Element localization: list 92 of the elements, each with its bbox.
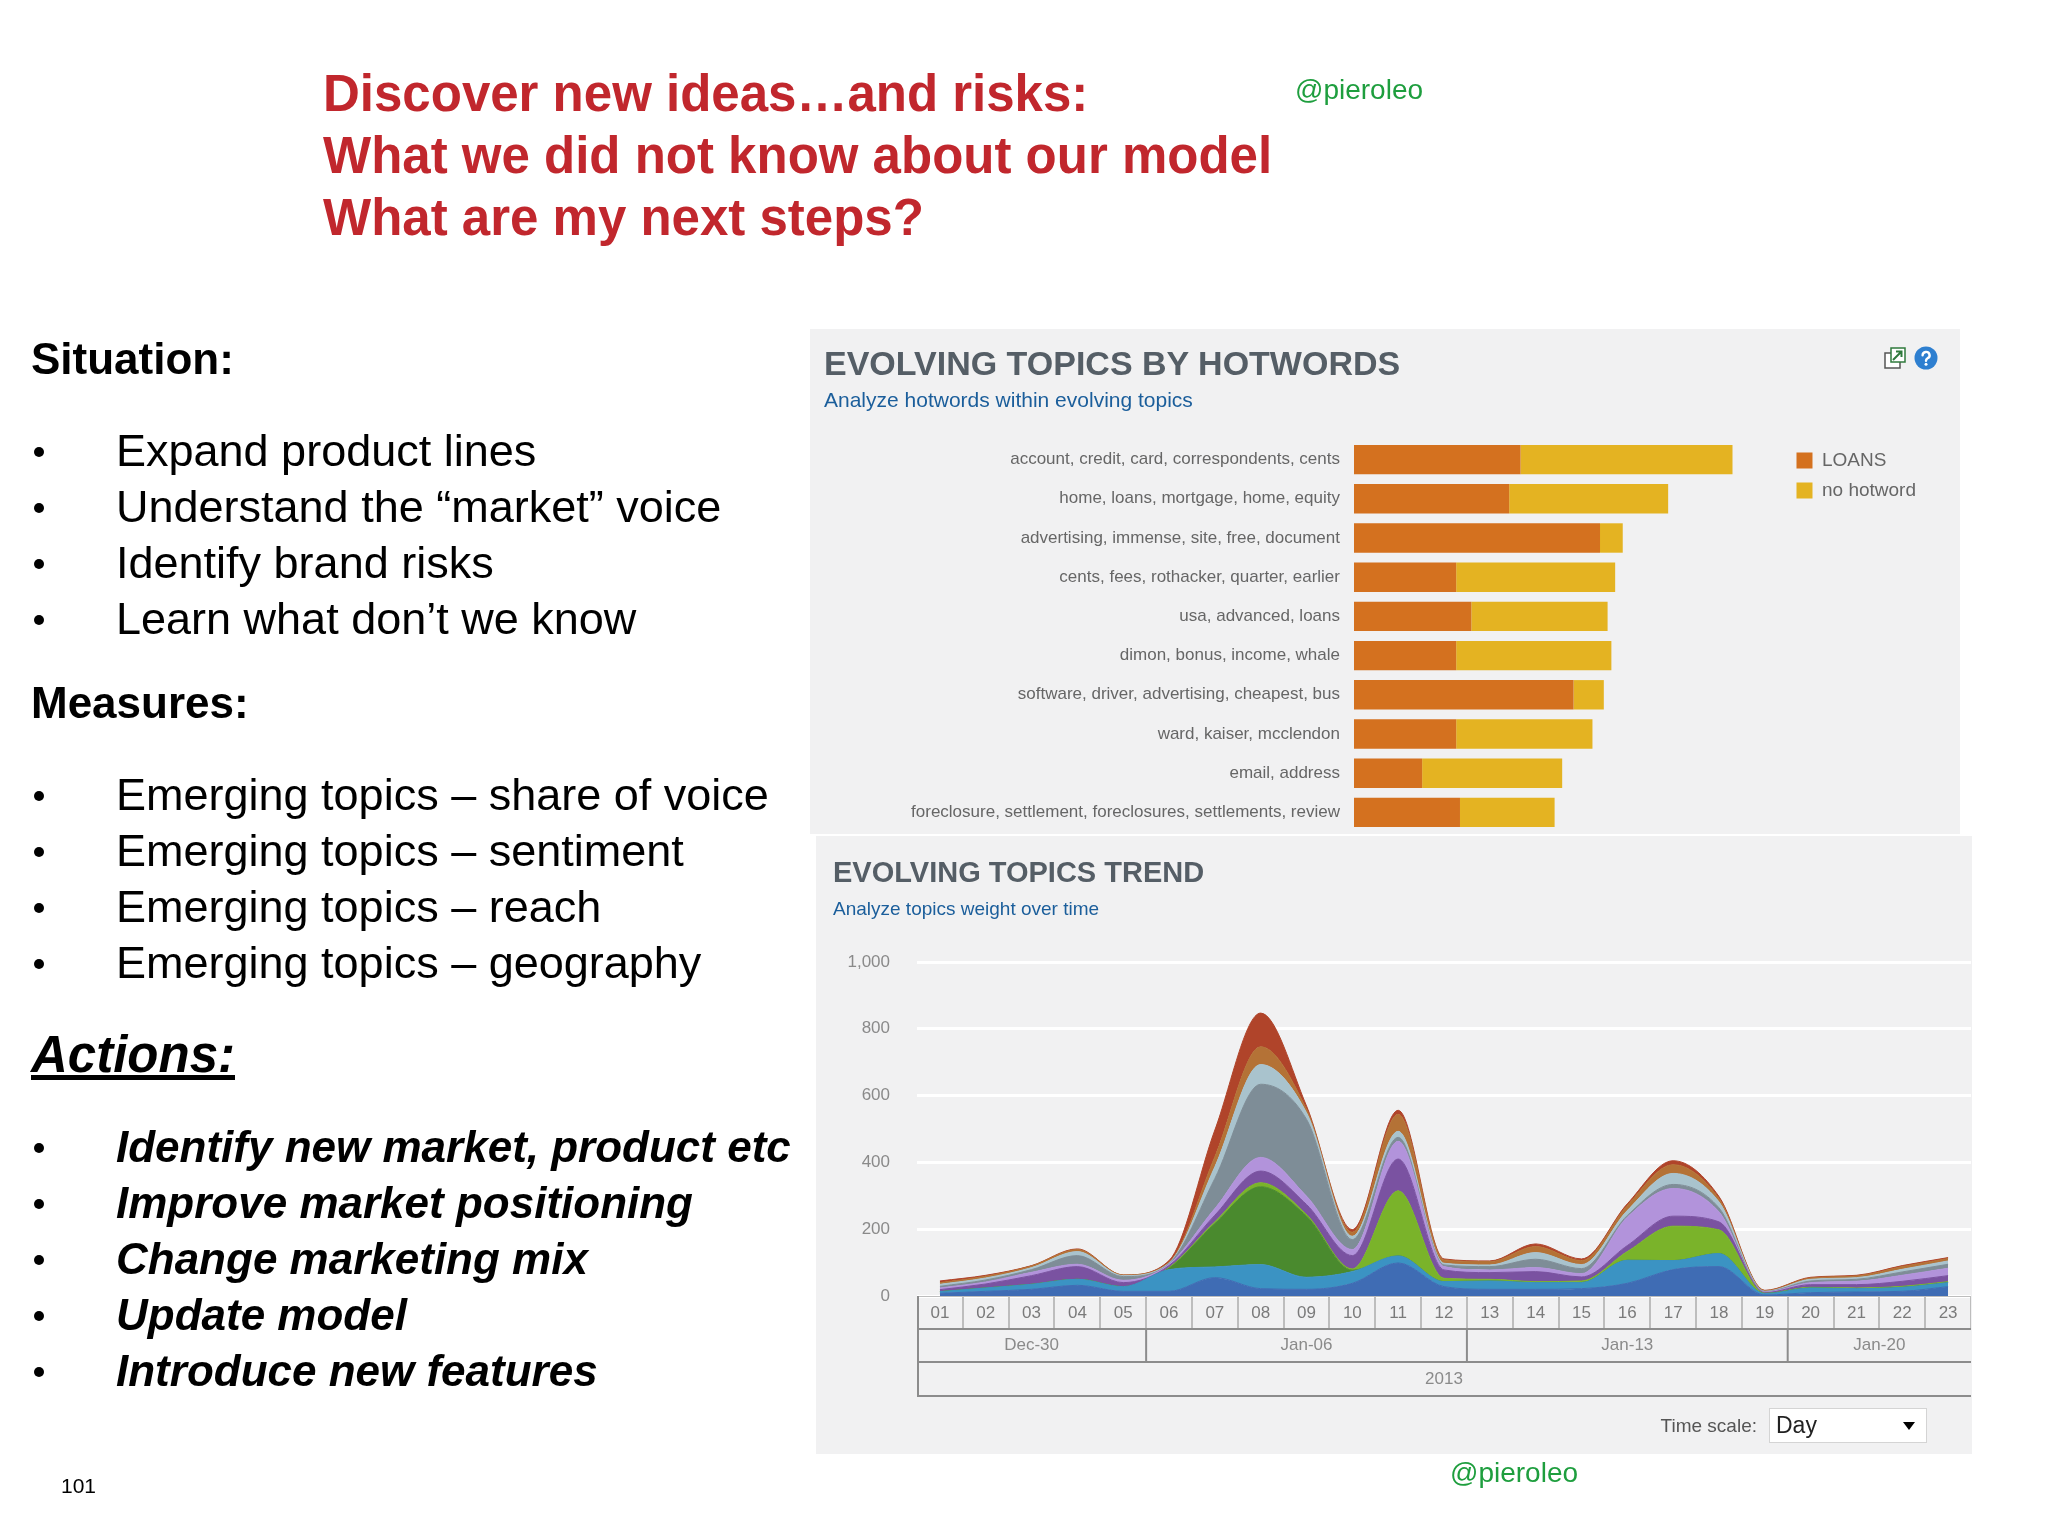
text: Time scale: — [1660, 1414, 1757, 1436]
text: Actions: — [31, 1026, 235, 1083]
x-tick-label: 09 — [1297, 1302, 1316, 1322]
bar — [1354, 523, 1601, 553]
bar — [1354, 484, 1510, 514]
text: Emerging topics – sentiment — [116, 825, 684, 876]
x-tick-label: 22 — [1892, 1302, 1912, 1322]
x-tick-label: 11 — [1389, 1302, 1407, 1322]
x-tick-label: 18 — [1709, 1302, 1729, 1322]
x-tick-label: 01 — [930, 1302, 950, 1322]
dropdown-field: Day — [1769, 1408, 1927, 1443]
text: Learn what don’t we know — [116, 593, 637, 644]
chart-title: EVOLVING TOPICS BY HOTWORDS — [824, 344, 1401, 382]
y-tick-label: email, address — [1229, 762, 1340, 782]
x-tick-label: 06 — [1159, 1302, 1179, 1322]
text: @pieroleo — [1295, 74, 1424, 105]
bar — [1354, 758, 1423, 788]
y-tick-label: 1,000 — [847, 951, 890, 971]
x-tick-label: 13 — [1480, 1302, 1500, 1322]
text: Discover new ideas…and risks: What we did not know about our model What are my next steps? — [323, 65, 1273, 246]
text: Understand the “market” voice — [116, 481, 722, 532]
text: Identify new market, product etc — [116, 1122, 791, 1171]
x-tick-label: 15 — [1572, 1302, 1591, 1322]
legend-label: LOANS — [1821, 448, 1887, 470]
text: Jan-13 — [1601, 1335, 1654, 1355]
text: Analyze hotwords within evolving topics — [824, 388, 1193, 411]
bar — [1520, 444, 1733, 475]
bar — [1354, 719, 1457, 749]
bar — [1354, 444, 1521, 475]
bar — [1600, 523, 1623, 553]
bar — [1456, 562, 1616, 592]
y-tick-label: 0 — [880, 1285, 890, 1305]
x-tick-label: 17 — [1663, 1302, 1683, 1322]
text: Update model — [116, 1290, 407, 1339]
y-tick-label: foreclosure, settlement, foreclosures, settlements, review — [911, 802, 1341, 822]
text: Measures: — [31, 678, 249, 727]
y-tick-label: advertising, immense, site, free, document — [1020, 527, 1341, 547]
x-tick-label: 08 — [1251, 1302, 1271, 1322]
x-tick-label: 21 — [1846, 1302, 1866, 1322]
text: Identify brand risks — [116, 537, 494, 588]
x-tick-label: 12 — [1434, 1302, 1454, 1322]
x-tick-label: 02 — [976, 1302, 996, 1322]
y-tick-label: software, driver, advertising, cheapest, bus — [1017, 684, 1340, 704]
x-tick-label: 04 — [1067, 1302, 1087, 1322]
text: Jan-20 — [1853, 1335, 1906, 1355]
bar — [1471, 601, 1608, 632]
y-tick-label: 400 — [861, 1152, 890, 1172]
text: Emerging topics – share of voice — [116, 769, 769, 820]
x-tick-label: 14 — [1526, 1302, 1546, 1322]
bar — [1354, 797, 1460, 828]
text: Expand product lines — [116, 425, 537, 476]
bar — [1354, 601, 1472, 632]
bar — [1573, 680, 1604, 710]
text: Jan-06 — [1280, 1335, 1333, 1355]
x-tick-label: 23 — [1938, 1302, 1958, 1322]
bar — [1354, 562, 1457, 592]
text: Emerging topics – reach — [116, 881, 602, 932]
x-tick-label: 10 — [1342, 1302, 1362, 1322]
bar — [1509, 484, 1669, 514]
text: Improve market positioning — [116, 1178, 693, 1227]
x-tick-label: 03 — [1022, 1302, 1042, 1322]
text: 2013 — [1425, 1368, 1463, 1388]
legend-label: no hotword — [1821, 478, 1917, 500]
x-tick-label: 19 — [1755, 1302, 1775, 1322]
y-tick-label: 600 — [861, 1085, 890, 1105]
text: Emerging topics – geography — [116, 937, 702, 988]
bar — [1459, 797, 1555, 828]
x-tick-label: 05 — [1113, 1302, 1133, 1322]
text: Dec-30 — [1004, 1335, 1059, 1355]
bar — [1354, 680, 1574, 710]
chart-subtitle: Analyze topics weight over time — [833, 898, 1100, 919]
x-tick-label: 07 — [1205, 1302, 1225, 1322]
x-tick-label: 16 — [1617, 1302, 1637, 1322]
text: Introduce new features — [116, 1346, 598, 1395]
chart-title: EVOLVING TOPICS TREND — [833, 856, 1205, 888]
y-tick-label: dimon, bonus, income, whale — [1119, 645, 1340, 665]
bar — [1354, 640, 1457, 671]
bar — [1456, 719, 1593, 749]
text: Situation: — [31, 334, 234, 383]
y-tick-label: account, credit, card, correspondents, cents — [1010, 449, 1340, 469]
y-tick-label: usa, advanced, loans — [1179, 606, 1340, 626]
y-tick-label: home, loans, mortgage, home, equity — [1059, 488, 1341, 508]
text: @pieroleo — [1450, 1457, 1579, 1488]
x-tick-label: 20 — [1801, 1302, 1821, 1322]
y-tick-label: 200 — [861, 1218, 890, 1238]
y-tick-label: cents, fees, rothacker, quarter, earlier — [1059, 566, 1341, 586]
text: Change marketing mix — [116, 1234, 588, 1283]
y-tick-label: 800 — [861, 1018, 890, 1038]
bar — [1456, 640, 1612, 671]
text: 101 — [61, 1474, 97, 1497]
bar — [1422, 758, 1563, 788]
y-tick-label: ward, kaiser, mcclendon — [1156, 723, 1340, 743]
